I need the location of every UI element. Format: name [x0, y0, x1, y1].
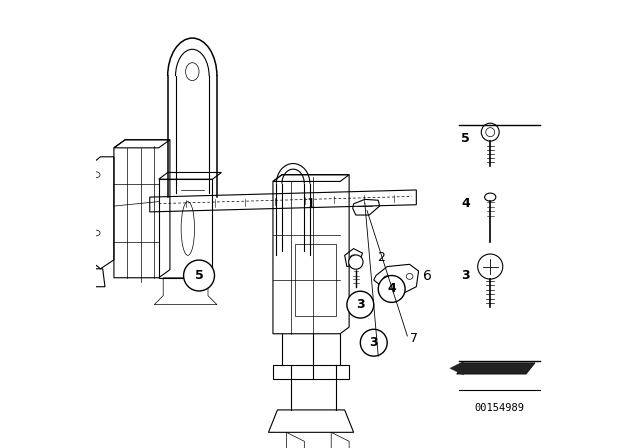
Circle shape: [184, 260, 214, 291]
Text: 5: 5: [195, 269, 204, 282]
Text: 3: 3: [461, 269, 470, 282]
Text: 3: 3: [369, 336, 378, 349]
Text: 4: 4: [461, 197, 470, 211]
Text: 3: 3: [356, 298, 365, 311]
Circle shape: [486, 128, 495, 137]
Polygon shape: [457, 363, 535, 374]
Text: 00154989: 00154989: [474, 403, 524, 413]
Text: 6: 6: [423, 268, 432, 283]
Circle shape: [360, 329, 387, 356]
Text: 1: 1: [307, 197, 316, 211]
Circle shape: [349, 255, 363, 269]
Circle shape: [347, 291, 374, 318]
Circle shape: [481, 123, 499, 141]
Text: 2: 2: [378, 251, 385, 264]
Circle shape: [477, 254, 503, 279]
Text: 7: 7: [410, 332, 417, 345]
Circle shape: [378, 276, 405, 302]
Polygon shape: [450, 362, 463, 375]
Text: 5: 5: [461, 132, 470, 146]
Text: 4: 4: [387, 282, 396, 296]
